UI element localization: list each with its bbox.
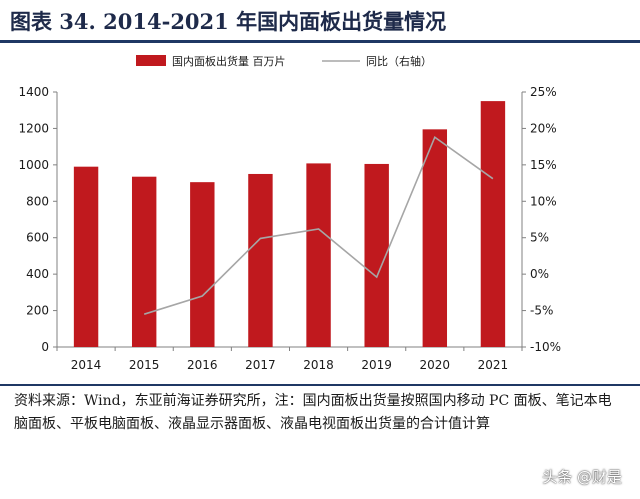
y-tick-label: 1000 [18,158,49,172]
axes: 0 200 400 600 800 1000 1200 1400 -10% -5% 0% 5% 10% 1… [18,85,561,372]
bar [248,173,273,347]
y2-tick-label: -10% [530,340,561,354]
watermark: 头条 @财是 [542,468,622,486]
source-rule [0,384,640,386]
y2-tick-label: 20% [530,121,557,135]
legend: 国内面板出货量 百万片 同比（右轴） [136,54,432,68]
x-tick-label: 2017 [245,358,276,372]
y2-tick-label: 25% [530,85,557,99]
bar [306,163,331,347]
source-note: 资料来源：Wind，东亚前海证券研究所，注：国内面板出货量按照国内移动 PC 面… [14,393,612,432]
bar [190,182,215,347]
bar [480,101,506,347]
y2-tick-label: 5% [530,231,549,245]
legend-bar-label: 国内面板出货量 百万片 [172,54,286,68]
x-tick-label: 2016 [187,358,218,372]
yoy-polyline [143,135,494,315]
y2-tick-label: 10% [530,194,557,208]
x-tick-label: 2020 [420,358,451,372]
title-rule [0,40,640,43]
y-tick-label: 1200 [18,121,49,135]
y-tick-label: 1400 [18,85,49,99]
x-tick-label: 2018 [303,358,334,372]
chart-title: 图表 34. 2014-2021 年国内面板出货量情况 [10,9,447,34]
yoy-line [143,135,494,315]
x-tick-label: 2021 [478,358,509,372]
y-tick-label: 800 [26,194,49,208]
y-tick-label: 600 [26,231,49,245]
bar [422,129,448,347]
legend-bar-swatch [136,55,166,66]
y-tick-label: 0 [41,340,49,354]
y-tick-label: 400 [26,267,49,281]
y2-tick-label: 15% [530,158,557,172]
x-tick-label: 2015 [129,358,160,372]
y-tick-label: 200 [26,304,49,318]
y2-tick-label: 0% [530,267,549,281]
bar [73,166,99,347]
bar [131,176,157,347]
x-tick-label: 2014 [71,358,102,372]
chart-area: 国内面板出货量 百万片 同比（右轴） 0 200 400 600 800 1000 1200… [18,54,561,372]
x-tick-label: 2019 [361,358,392,372]
y2-tick-label: -5% [530,304,553,318]
legend-line-label: 同比（右轴） [366,54,432,68]
bars [73,101,506,347]
